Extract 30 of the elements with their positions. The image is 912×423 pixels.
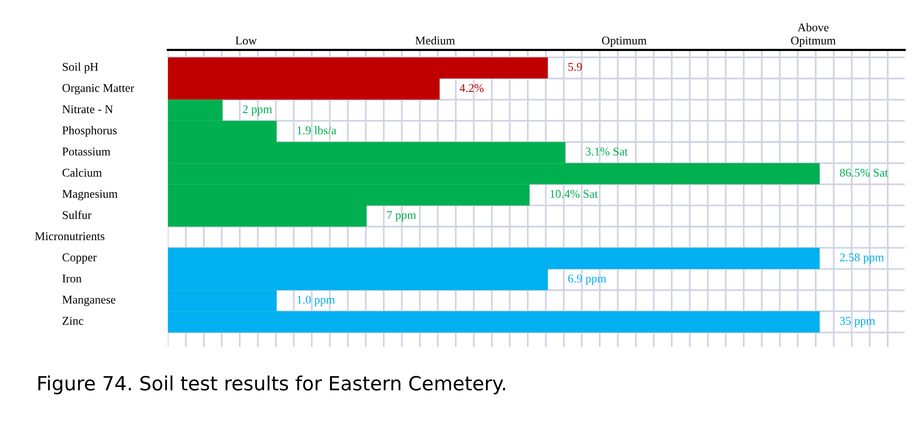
text: Micronutrients: [34, 232, 104, 240]
y-tick-label: Copper: [62, 253, 97, 264]
y-tick-label: Zinc: [62, 316, 84, 325]
text: Medium: [415, 36, 455, 45]
y-tick-label: Sulfur: [62, 210, 92, 220]
annotation: 35 ppm: [840, 316, 876, 328]
y-tick-label: Magnesium: [62, 190, 118, 200]
annotation: 1.0 ppm: [298, 296, 335, 306]
annotation: 1.9 lbs/a: [298, 126, 336, 134]
y-tick-label: Organic Matter: [62, 84, 134, 94]
y-tick-label: Manganese: [62, 296, 116, 306]
y-tick-label: Nitrate - N: [62, 105, 113, 114]
annotation: 6.9 ppm: [568, 274, 606, 285]
text: Optimum: [602, 36, 647, 47]
y-tick-label: Iron: [62, 274, 82, 283]
annotation: 3.1% Sat: [586, 148, 628, 156]
annotation: 86.5% Sat: [840, 168, 888, 177]
annotation: 7 ppm: [387, 211, 416, 222]
annotation: 4.2%: [460, 84, 484, 92]
annotation: 2.58 ppm: [840, 253, 884, 264]
y-tick-label: Phosphorus: [62, 126, 117, 137]
annotation: 10.4% Sat: [550, 190, 598, 198]
annotation: 5.9: [568, 62, 582, 71]
annotation: 2 ppm: [242, 105, 272, 116]
y-tick-label: Calcium: [62, 168, 102, 177]
text: Figure 74. Soil test results for Eastern Cemetery.: [38, 376, 506, 394]
text: Above Opitmum: [791, 23, 836, 47]
y-tick-label: Soil pH: [62, 62, 98, 74]
text: Low: [236, 36, 257, 45]
y-tick-label: Potassium: [62, 148, 110, 156]
